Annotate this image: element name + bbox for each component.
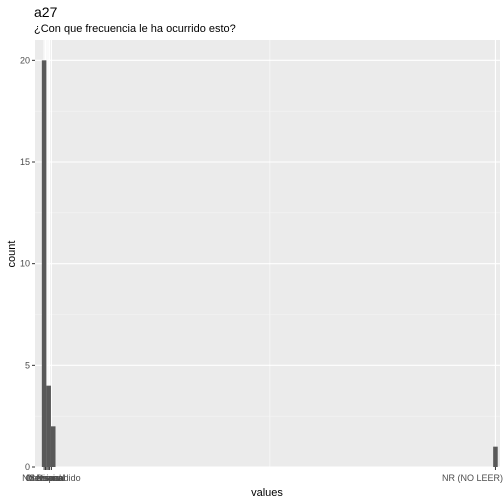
- y-tick-label: 15: [20, 157, 30, 167]
- y-tick-label: 20: [20, 55, 30, 65]
- bar: [41, 60, 47, 467]
- x-tick-label: Mensual: [27, 473, 61, 483]
- y-tick-label: 5: [25, 360, 30, 370]
- bar: [493, 446, 498, 467]
- y-tick-label: 10: [20, 259, 30, 269]
- x-tick-label: NR (NO LEER): [442, 473, 503, 483]
- chart-subtitle: ¿Con que frecuencia le ha ocurrido esto?: [34, 23, 236, 35]
- x-tick-label: Diario: [36, 473, 60, 483]
- bar: [46, 385, 51, 467]
- plot-panel: [35, 40, 500, 467]
- grid-minor: [35, 40, 500, 467]
- x-axis-title: values: [251, 487, 283, 499]
- bar: [50, 426, 56, 467]
- chart-title: a27: [34, 4, 58, 20]
- x-tick-label: Semanal: [29, 473, 65, 483]
- y-axis: 0 5 10 15 20: [20, 55, 35, 472]
- x-tick-label: Nunca: [37, 473, 63, 483]
- x-tick-label: Ocasional: [25, 473, 65, 483]
- x-tick-label: No respondido: [22, 473, 81, 483]
- y-axis-title: count: [6, 241, 18, 268]
- bars: [41, 60, 498, 467]
- y-tick-label: 0: [25, 462, 30, 472]
